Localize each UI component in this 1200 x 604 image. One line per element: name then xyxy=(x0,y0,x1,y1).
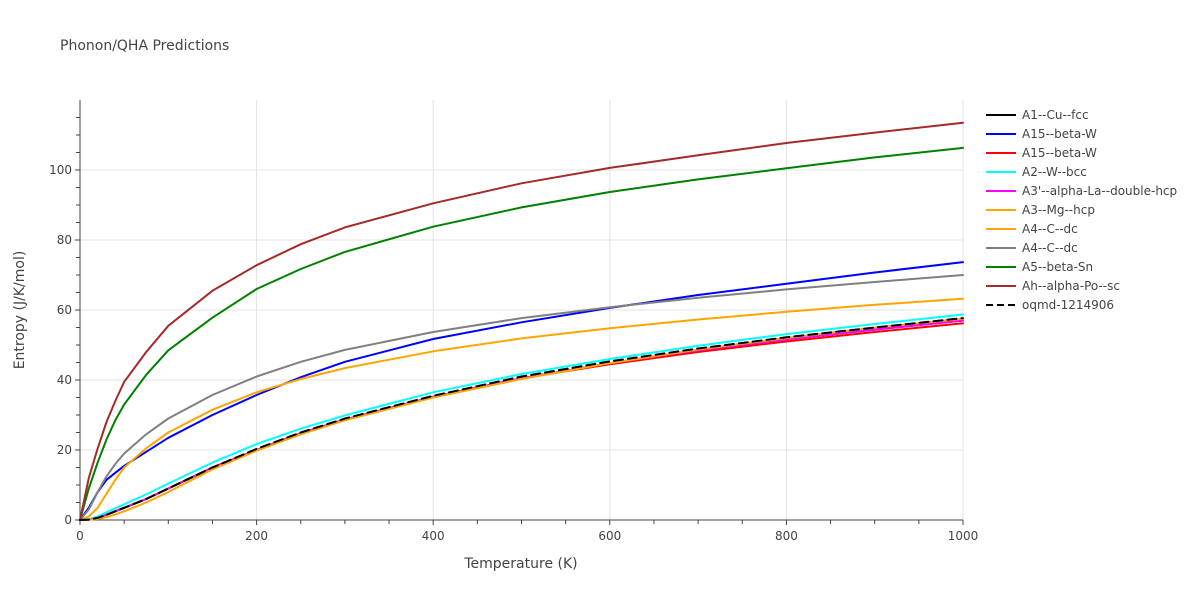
y-tick-label: 100 xyxy=(49,163,72,177)
legend: A1--Cu--fcc A15--beta-W A15--beta-W A2--W--… xyxy=(986,108,1177,312)
legend-item[interactable]: A3--Mg--hcp xyxy=(986,203,1095,217)
x-axis-title: Temperature (K) xyxy=(463,556,577,572)
tick-labels: 0 200 400 600 800 1000 0 20 40 60 80 100 xyxy=(49,163,978,543)
series-lines xyxy=(79,121,964,521)
series-line-8 xyxy=(79,146,964,521)
legend-item[interactable]: A4--C--dc xyxy=(986,222,1078,236)
x-tick-label: 400 xyxy=(422,529,445,543)
legend-label: A3'--alpha-La--double-hcp xyxy=(1022,184,1177,198)
y-tick-label: 0 xyxy=(64,513,72,527)
y-tick-label: 20 xyxy=(57,443,72,457)
legend-label: A4--C--dc xyxy=(1022,241,1078,255)
y-tick-label: 80 xyxy=(57,233,72,247)
series-line-1 xyxy=(79,261,964,521)
legend-item[interactable]: Ah--alpha-Po--sc xyxy=(986,279,1120,293)
series-line-7 xyxy=(79,274,964,521)
legend-item[interactable]: oqmd-1214906 xyxy=(986,298,1114,312)
x-tick-label: 200 xyxy=(245,529,268,543)
legend-item[interactable]: A3'--alpha-La--double-hcp xyxy=(986,184,1177,198)
legend-item[interactable]: A15--beta-W xyxy=(986,146,1097,160)
series-line-10 xyxy=(79,317,964,521)
legend-label: A2--W--bcc xyxy=(1022,165,1087,179)
legend-label: A15--beta-W xyxy=(1022,146,1097,160)
legend-item[interactable]: A1--Cu--fcc xyxy=(986,108,1089,122)
legend-label: Ah--alpha-Po--sc xyxy=(1022,279,1120,293)
x-tick-label: 800 xyxy=(775,529,798,543)
y-axis-title: Entropy (J/K/mol) xyxy=(12,251,28,370)
y-tick-label: 60 xyxy=(57,303,72,317)
x-tick-label: 0 xyxy=(76,529,84,543)
legend-label: oqmd-1214906 xyxy=(1022,298,1114,312)
legend-label: A4--C--dc xyxy=(1022,222,1078,236)
x-tick-label: 600 xyxy=(598,529,621,543)
series-line-3 xyxy=(79,313,964,521)
legend-label: A5--beta-Sn xyxy=(1022,260,1093,274)
legend-label: A1--Cu--fcc xyxy=(1022,108,1089,122)
legend-item[interactable]: A2--W--bcc xyxy=(986,165,1087,179)
legend-item[interactable]: A4--C--dc xyxy=(986,241,1078,255)
axes xyxy=(75,100,964,525)
legend-item[interactable]: A5--beta-Sn xyxy=(986,260,1093,274)
x-tick-label: 1000 xyxy=(948,529,979,543)
legend-item[interactable]: A15--beta-W xyxy=(986,127,1097,141)
legend-label: A15--beta-W xyxy=(1022,127,1097,141)
legend-label: A3--Mg--hcp xyxy=(1022,203,1095,217)
series-line-9 xyxy=(79,121,964,521)
y-tick-label: 40 xyxy=(57,373,72,387)
series-line-6 xyxy=(79,297,964,521)
chart-title: Phonon/QHA Predictions xyxy=(60,38,229,54)
